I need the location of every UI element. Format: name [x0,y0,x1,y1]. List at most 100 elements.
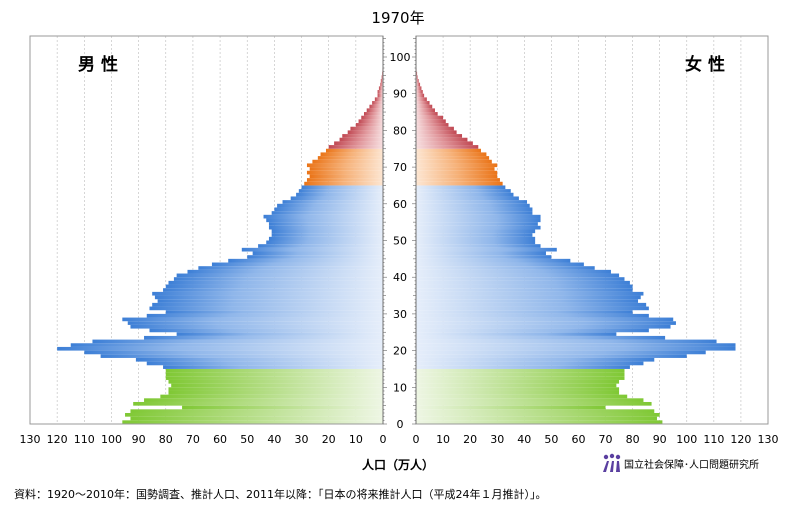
female-bar-age-21 [416,343,736,347]
female-bar-age-13 [416,372,625,377]
male-bar-age-19 [84,350,384,355]
male-bar-age-67 [309,174,383,179]
female-bar-age-29 [416,313,649,318]
male-bar-age-45 [247,255,383,259]
female-x-tick-label: 80 [626,433,640,446]
x-axis-label: 人口（万人） [362,457,434,472]
male-bar-age-91 [378,86,383,91]
male-bar-age-7 [160,394,383,399]
male-bar-age-13 [165,372,383,377]
age-tick-label: 50 [393,235,407,248]
institute-logo-icon [603,453,621,472]
male-bar-age-68 [306,170,383,175]
female-bar-age-35 [416,291,644,296]
female-x-tick-label: 90 [653,433,667,446]
female-bar-age-7 [416,394,628,399]
female-bar-age-45 [416,255,552,259]
female-bar-age-62 [416,192,514,197]
female-bar-age-28 [416,317,674,322]
male-bar-age-32 [152,302,383,307]
male-x-axis: 130 120 110 100 90 80 70 60 50 40 30 20 10 0 [20,433,387,446]
male-bar-age-30 [165,310,383,314]
female-bar-age-8 [416,390,620,395]
female-bar-age-92 [416,82,421,87]
female-bar-age-19 [416,350,706,355]
male-bar-age-54 [268,222,383,226]
male-bar-age-21 [70,343,383,347]
male-bar-age-10 [171,383,383,388]
male-bar-age-92 [380,82,383,87]
female-bar-age-67 [416,174,498,179]
institute-logo: 国立社会保障･人口問題研究所 [600,452,759,474]
female-bar-age-47 [416,247,557,252]
female-bar-age-89 [416,93,425,98]
male-x-tick-label: 30 [295,433,309,446]
male-x-tick-label: 80 [159,433,173,446]
female-bar-age-3 [416,409,655,413]
female-bar-age-81 [416,123,449,127]
female-bar-age-41 [416,269,611,274]
female-x-tick-label: 110 [703,433,724,446]
male-x-tick-label: 90 [132,433,146,446]
male-bar-age-14 [165,368,383,373]
age-tick-label: 20 [393,345,407,358]
male-bar-age-36 [163,288,383,292]
male-bar-age-69 [309,167,383,171]
male-x-tick-label: 120 [47,433,68,446]
female-bar-age-93 [416,79,419,83]
male-bar-age-52 [271,229,383,234]
male-bar-age-62 [296,192,383,197]
male-bar-age-9 [168,387,383,391]
female-bar-age-84 [416,112,438,116]
female-bar-age-14 [416,368,625,373]
age-tick-label: 30 [393,308,407,321]
male-bar-age-38 [168,280,383,285]
female-bar-age-69 [416,167,495,171]
female-bar-age-70 [416,163,498,168]
female-x-tick-label: 130 [758,433,779,446]
female-bar-age-23 [416,335,666,340]
male-bar-age-18 [100,354,383,358]
female-bar-age-11 [416,379,620,384]
female-bar-age-50 [416,236,536,241]
female-bar-age-52 [416,229,536,234]
male-bar-age-41 [187,269,383,274]
male-bar-age-24 [176,332,383,336]
male-bar-age-93 [380,79,383,83]
age-tick-label: 0 [397,418,404,431]
female-bar-age-18 [416,354,687,358]
male-bar-age-46 [252,251,383,256]
male-bar-age-37 [165,284,383,289]
male-bar-age-87 [372,101,383,105]
male-bar-age-15 [163,365,383,369]
female-bar-age-2 [416,412,660,417]
female-bar-age-39 [416,277,625,281]
female-x-tick-label: 0 [413,433,420,446]
male-bar-age-83 [361,115,383,120]
age-tick-label: 100 [390,51,411,64]
female-bar-age-78 [416,134,463,138]
female-bar-age-88 [416,97,427,102]
male-bar-age-85 [366,108,383,113]
female-x-tick-label: 60 [571,433,585,446]
male-bar-age-64 [301,185,383,190]
male-bar-age-31 [149,306,383,311]
female-bar-age-58 [416,207,533,212]
male-bar-age-88 [374,97,383,102]
male-bar-age-82 [358,119,383,124]
male-bar-age-56 [263,214,383,219]
female-bar-age-32 [416,302,647,307]
female-bar-age-91 [416,86,422,91]
male-bar-age-8 [168,390,383,395]
institute-name: 国立社会保障･人口問題研究所 [624,459,759,471]
male-bar-age-6 [144,398,383,402]
male-bar-age-73 [320,152,383,157]
male-bar-age-2 [125,412,384,417]
male-bar-age-74 [325,148,383,153]
female-bar-age-77 [416,137,468,142]
male-x-tick-label: 130 [20,433,41,446]
female-x-tick-label: 10 [436,433,450,446]
male-bar-age-79 [347,130,383,135]
male-bar-age-23 [144,335,383,340]
chart-title: 1970年 [371,9,424,27]
